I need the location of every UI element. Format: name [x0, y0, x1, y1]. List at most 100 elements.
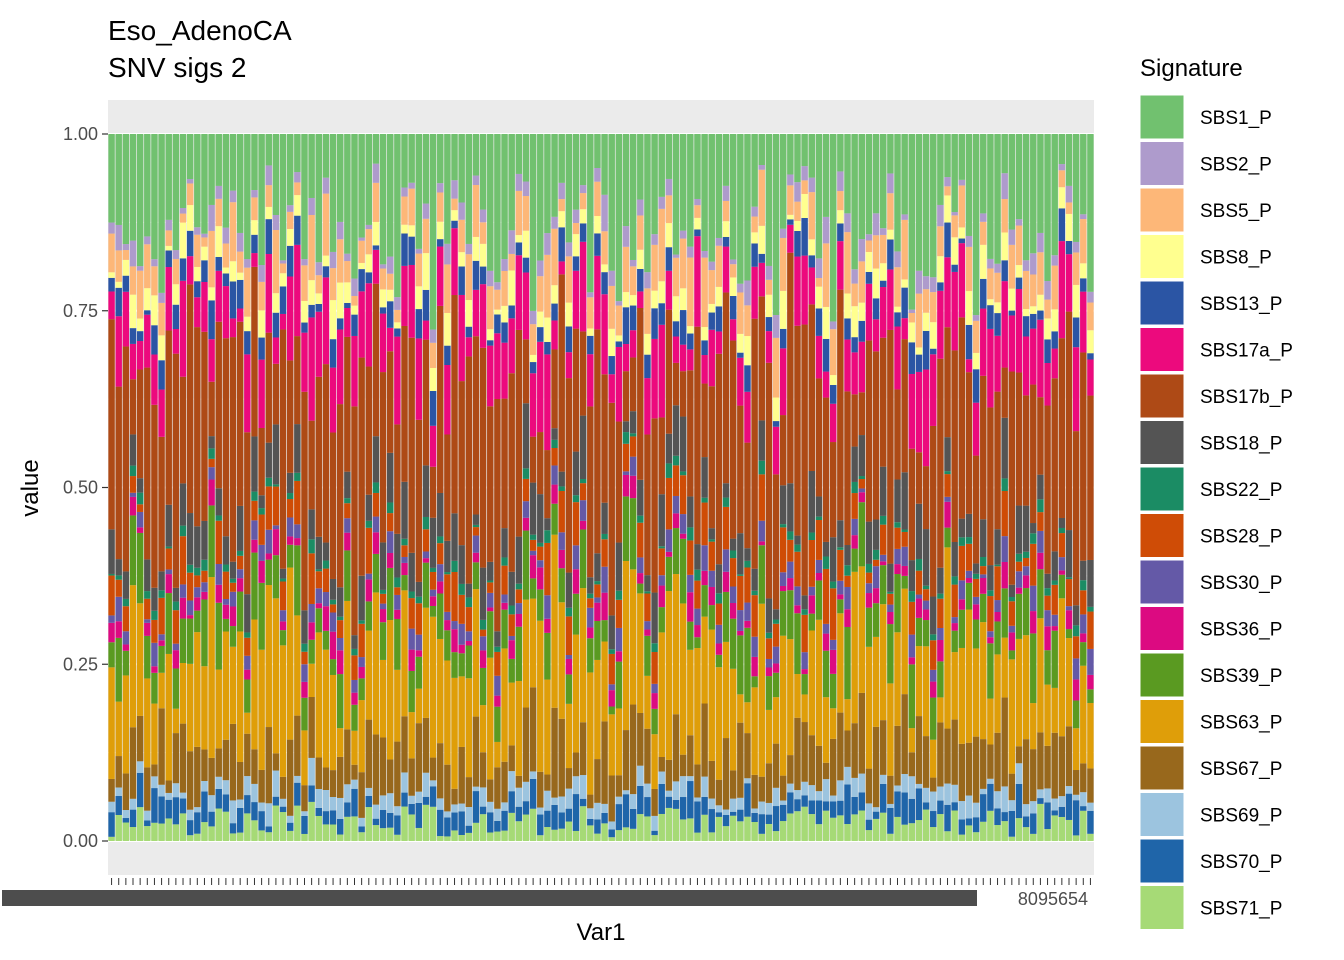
bar-segment-SBS22_P	[837, 547, 844, 550]
bar-segment-SBS5_P	[508, 253, 515, 271]
bar-segment-SBS1_P	[322, 134, 330, 178]
bar-segment-SBS1_P	[136, 134, 144, 267]
bar-segment-SBS13_P	[722, 236, 730, 247]
bar-segment-SBS22_P	[701, 497, 708, 503]
bar-segment-SBS69_P	[1044, 788, 1051, 803]
bar-segment-SBS71_P	[408, 814, 415, 841]
bar-segment-SBS30_P	[937, 627, 944, 640]
bar-segment-SBS63_P	[379, 659, 387, 738]
bar-segment-SBS67_P	[937, 722, 944, 787]
bar-segment-SBS2_P	[108, 222, 115, 234]
bar-segment-SBS17b_P	[251, 266, 258, 437]
bar-segment-SBS13_P	[1072, 317, 1080, 348]
bar-segment-SBS13_P	[408, 236, 415, 265]
bar-segment-SBS28_P	[758, 474, 765, 521]
bar-segment-SBS71_P	[236, 832, 244, 841]
bar-segment-SBS69_P	[215, 776, 222, 789]
bar-segment-SBS17b_P	[837, 289, 844, 521]
bar-segment-SBS2_P	[801, 166, 808, 181]
bar-segment-SBS18_P	[965, 513, 973, 538]
bar-segment-SBS17a_P	[537, 341, 544, 433]
bar-segment-SBS28_P	[201, 570, 208, 583]
bar-segment-SBS67_P	[615, 775, 623, 797]
bar-segment-SBS1_P	[579, 134, 587, 186]
bar-segment-SBS1_P	[1037, 134, 1044, 233]
bar-segment-SBS67_P	[944, 728, 951, 784]
bar-segment-SBS69_P	[144, 810, 151, 821]
bar-segment-SBS63_P	[429, 616, 437, 758]
bar-segment-SBS17a_P	[244, 354, 251, 433]
bar-segment-SBS67_P	[472, 716, 480, 787]
sample-bar	[258, 134, 265, 841]
bar-segment-SBS8_P	[601, 264, 608, 273]
bar-segment-SBS71_P	[565, 821, 573, 841]
bar-segment-SBS18_P	[179, 483, 187, 526]
bar-segment-SBS30_P	[508, 635, 515, 641]
bar-segment-SBS13_P	[737, 352, 744, 358]
bar-segment-SBS70_P	[479, 806, 487, 815]
sample-bar	[487, 134, 494, 841]
bar-segment-SBS1_P	[537, 134, 544, 261]
bar-segment-SBS2_P	[387, 256, 394, 274]
bar-segment-SBS70_P	[1008, 810, 1016, 837]
bar-segment-SBS71_P	[415, 827, 423, 841]
bar-segment-SBS1_P	[801, 134, 808, 167]
bar-segment-SBS5_P	[222, 243, 230, 268]
bar-segment-SBS36_P	[186, 615, 194, 619]
bar-segment-SBS22_P	[229, 578, 237, 583]
bar-segment-SBS18_P	[129, 434, 137, 466]
bar-segment-SBS2_P	[258, 265, 265, 282]
bar-segment-SBS17a_P	[286, 276, 294, 361]
sample-bar	[515, 134, 523, 841]
bar-segment-SBS17b_P	[744, 442, 751, 549]
bar-segment-SBS63_P	[965, 609, 973, 743]
sample-bar	[901, 134, 908, 841]
bar-segment-SBS17a_P	[937, 290, 944, 359]
bar-segment-SBS30_P	[258, 544, 265, 561]
bar-segment-SBS67_P	[651, 788, 658, 816]
x-tick-labels-overlap	[2, 890, 977, 906]
bar-segment-SBS17b_P	[880, 337, 887, 467]
bar-segment-SBS22_P	[601, 533, 608, 540]
bar-segment-SBS17a_P	[701, 355, 708, 384]
bar-segment-SBS13_P	[937, 282, 944, 291]
bar-segment-SBS39_P	[136, 532, 144, 604]
bar-segment-SBS70_P	[501, 810, 508, 831]
sample-bar	[694, 134, 701, 841]
bar-segment-SBS17a_P	[794, 256, 801, 326]
bar-segment-SBS71_P	[508, 812, 515, 841]
bar-segment-SBS8_P	[737, 333, 744, 353]
bar-segment-SBS2_P	[1044, 281, 1051, 300]
bar-segment-SBS18_P	[158, 571, 165, 591]
bar-segment-SBS13_P	[779, 328, 787, 349]
bar-segment-SBS36_P	[987, 637, 994, 644]
bar-segment-SBS13_P	[844, 318, 851, 340]
bar-segment-SBS8_P	[637, 249, 644, 269]
bar-segment-SBS36_P	[980, 577, 987, 594]
bar-segment-SBS1_P	[479, 134, 487, 210]
bar-segment-SBS67_P	[644, 728, 651, 784]
bar-segment-SBS28_P	[937, 598, 944, 628]
bar-segment-SBS22_P	[801, 609, 808, 615]
bar-segment-SBS18_P	[494, 631, 501, 647]
bar-segment-SBS17b_P	[901, 339, 908, 473]
bar-segment-SBS18_P	[236, 505, 244, 551]
bar-segment-SBS22_P	[422, 516, 430, 530]
bar-segment-SBS2_P	[501, 259, 508, 271]
bar-segment-SBS8_P	[837, 210, 844, 224]
bar-segment-SBS2_P	[965, 235, 973, 247]
bar-segment-SBS36_P	[551, 484, 558, 504]
bar-segment-SBS70_P	[322, 811, 330, 825]
bar-segment-SBS22_P	[544, 530, 551, 543]
bar-segment-SBS22_P	[765, 632, 773, 639]
bar-segment-SBS8_P	[508, 270, 515, 306]
bar-segment-SBS63_P	[1058, 598, 1066, 737]
bar-segment-SBS30_P	[722, 549, 730, 572]
bar-segment-SBS28_P	[408, 598, 415, 629]
bar-segment-SBS13_P	[286, 245, 294, 277]
bar-segment-SBS36_P	[286, 536, 294, 545]
bar-segment-SBS67_P	[715, 779, 723, 806]
bar-segment-SBS1_P	[122, 134, 130, 245]
sample-bar	[779, 134, 787, 841]
bar-segment-SBS5_P	[501, 270, 508, 306]
